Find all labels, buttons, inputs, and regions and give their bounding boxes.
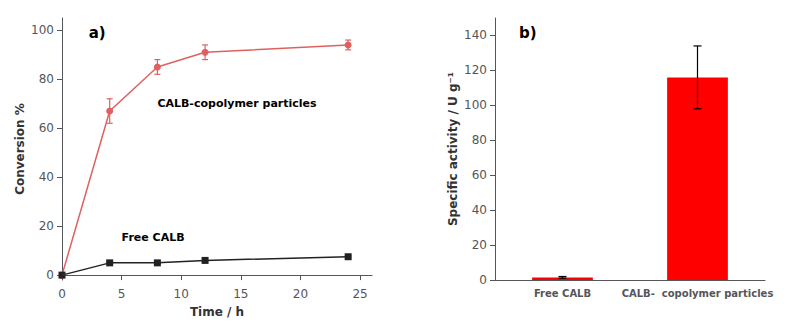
svg-text:Free CALB: Free CALB (534, 288, 591, 299)
svg-text:120: 120 (464, 63, 487, 77)
svg-text:0: 0 (46, 268, 54, 282)
svg-text:5: 5 (118, 287, 126, 301)
svg-text:Specific activity / U g⁻¹: Specific activity / U g⁻¹ (446, 72, 460, 226)
svg-text:CALB- copolymer particles: CALB- copolymer particles (622, 288, 774, 299)
svg-text:Conversion %: Conversion % (13, 103, 27, 195)
svg-text:20: 20 (39, 219, 54, 233)
svg-text:80: 80 (472, 133, 487, 147)
svg-text:b): b) (519, 24, 537, 42)
svg-text:40: 40 (472, 203, 487, 217)
svg-text:100: 100 (464, 98, 487, 112)
svg-text:0: 0 (479, 273, 487, 287)
svg-text:0: 0 (58, 287, 66, 301)
svg-text:Time / h: Time / h (190, 305, 244, 319)
svg-text:Free CALB: Free CALB (122, 231, 185, 244)
svg-text:40: 40 (39, 170, 54, 184)
svg-text:CALB-copolymer particles: CALB-copolymer particles (157, 97, 317, 110)
svg-text:20: 20 (472, 238, 487, 252)
svg-text:20: 20 (293, 287, 308, 301)
svg-text:60: 60 (472, 168, 487, 182)
svg-text:15: 15 (233, 287, 248, 301)
svg-text:100: 100 (31, 23, 54, 37)
svg-text:a): a) (89, 24, 106, 42)
svg-text:140: 140 (464, 28, 487, 42)
svg-text:80: 80 (39, 72, 54, 86)
svg-text:25: 25 (352, 287, 367, 301)
svg-text:10: 10 (174, 287, 189, 301)
svg-text:60: 60 (39, 121, 54, 135)
